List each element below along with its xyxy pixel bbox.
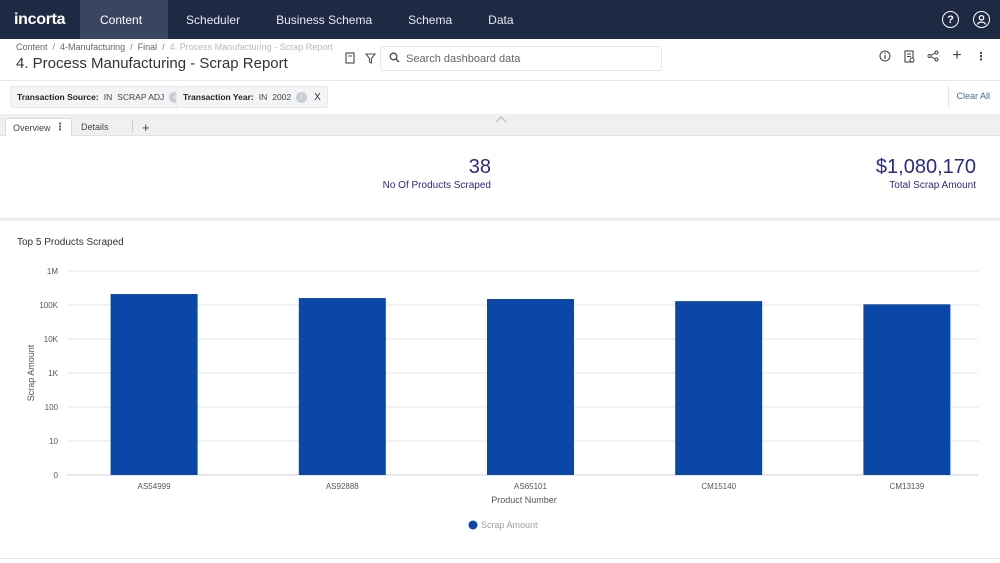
bar	[298, 298, 386, 475]
breadcrumb-item-current: 4. Process Manufacturing - Scrap Report	[169, 42, 333, 52]
y-tick-label: 100	[45, 403, 59, 412]
y-tick-label: 10K	[44, 335, 59, 344]
page-title: 4. Process Manufacturing - Scrap Report	[16, 55, 288, 72]
more-options-icon[interactable]: ⋮	[975, 50, 987, 63]
kpi-total-scrap-amount: $1,080,170 Total Scrap Amount	[876, 156, 976, 191]
filter-chip-transaction-year[interactable]: Transaction Year: IN 2002 i X	[176, 86, 328, 108]
filter-name: Transaction Year:	[183, 92, 254, 102]
dashboard-tab-strip	[0, 114, 1000, 136]
y-tick-label: 10	[49, 437, 58, 446]
top-nav: incorta Content Scheduler Business Schem…	[0, 0, 1000, 39]
filter-chip-transaction-source[interactable]: Transaction Source: IN SCRAP ADJ i X	[10, 86, 201, 108]
x-axis-label: Product Number	[491, 495, 557, 505]
breadcrumb-item-final[interactable]: Final	[137, 42, 158, 52]
search-icon	[389, 50, 400, 68]
filter-info-icon[interactable]: i	[169, 91, 181, 103]
filter-icon[interactable]	[360, 48, 380, 68]
kpi-value: $1,080,170	[875, 156, 976, 178]
breadcrumb-item-content[interactable]: Content	[16, 42, 48, 52]
report-icon[interactable]	[902, 49, 916, 63]
x-tick-label: CM13139	[890, 482, 925, 491]
bar	[863, 304, 951, 475]
search-input[interactable]	[406, 52, 646, 65]
breadcrumb-item-folder[interactable]: 4-Manufacturing	[60, 42, 126, 52]
tab-details[interactable]: Details	[81, 122, 109, 132]
y-tick-label: 1M	[47, 267, 58, 276]
remove-filter-icon[interactable]: X	[314, 91, 321, 103]
filter-value: 2002	[272, 92, 292, 102]
kpi-products-scraped: 38 No Of Products Scraped	[383, 156, 491, 191]
bar	[487, 299, 574, 475]
filter-info-icon[interactable]: i	[296, 91, 308, 103]
tab-overview-label: Overview	[13, 122, 51, 133]
chart-title: Top 5 Products Scraped	[17, 237, 124, 248]
filter-value: SCRAP ADJ	[117, 92, 165, 102]
y-tick-label: 0	[54, 471, 59, 480]
user-profile-icon[interactable]	[973, 11, 990, 28]
tab-menu-icon[interactable]: ⋮	[55, 122, 65, 133]
bottom-divider	[0, 558, 1000, 559]
breadcrumb: Content/4-Manufacturing / Final/4. Process…	[16, 42, 333, 52]
help-icon[interactable]: ?	[942, 11, 959, 28]
section-separator	[0, 218, 1000, 221]
x-tick-label: AS54999	[138, 482, 171, 491]
dashboard-tools: + ⋮	[878, 47, 988, 64]
tab-divider	[132, 120, 133, 132]
share-icon[interactable]	[926, 49, 940, 63]
kpi-value: 38	[468, 156, 491, 178]
add-tab-button[interactable]: +	[142, 119, 150, 135]
x-tick-label: CM15140	[701, 482, 736, 491]
tab-overview[interactable]: Overview ⋮	[5, 118, 72, 136]
bar-chart: 0 10 100 1K 10K 100K 1M Scrap Amount AS54999 AS92…	[26, 267, 978, 530]
kpi-label: No Of Products Scraped	[382, 180, 491, 191]
filter-operator: IN	[258, 92, 268, 102]
legend-marker	[468, 520, 478, 530]
kpi-label: Total Scrap Amount	[889, 180, 976, 191]
incorta-logo[interactable]: incorta	[14, 10, 66, 28]
y-tick-label: 1K	[48, 369, 58, 378]
y-axis-label: Scrap Amount	[26, 344, 36, 401]
search-bar[interactable]	[380, 46, 662, 71]
nav-tab-scheduler[interactable]: Scheduler	[186, 12, 241, 27]
clear-all-link[interactable]: Clear All	[956, 91, 990, 101]
filter-name: Transaction Source:	[17, 92, 99, 102]
collapse-caret-icon[interactable]	[495, 115, 507, 126]
header-divider	[0, 80, 1000, 81]
filter-operator: IN	[103, 92, 113, 102]
info-icon[interactable]	[878, 49, 892, 63]
y-tick-label: 100K	[39, 301, 58, 310]
nav-right-tools: ?	[942, 0, 990, 39]
x-tick-label: AS65101	[514, 482, 547, 491]
x-tick-label: AS92888	[326, 482, 359, 491]
nav-tab-data[interactable]: Data	[488, 12, 514, 27]
nav-tab-content[interactable]: Content	[80, 0, 169, 39]
filter-divider	[948, 86, 949, 108]
nav-tab-schema[interactable]: Schema	[408, 12, 453, 27]
bookmark-icon[interactable]	[340, 48, 360, 68]
legend-label: Scrap Amount	[481, 520, 538, 530]
bar	[110, 294, 198, 475]
add-icon[interactable]: +	[952, 47, 962, 64]
nav-tab-business-schema[interactable]: Business Schema	[276, 12, 373, 27]
bar	[675, 301, 763, 475]
